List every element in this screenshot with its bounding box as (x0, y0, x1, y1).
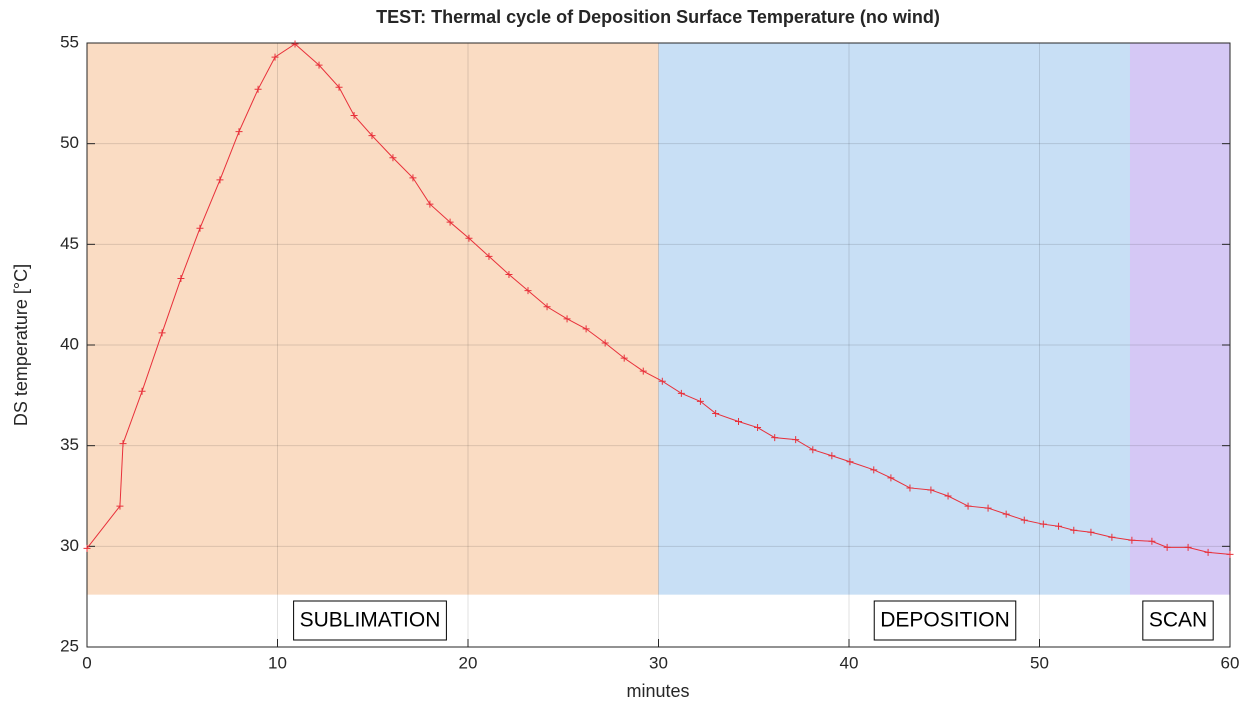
y-tick-label: 25 (60, 636, 79, 655)
point-marker (1148, 537, 1156, 545)
point-marker (446, 218, 454, 226)
point-marker (696, 397, 704, 405)
x-tick-label: 20 (459, 653, 478, 672)
point-marker (177, 275, 185, 283)
point-marker (1070, 526, 1078, 534)
point-marker (601, 339, 609, 347)
point-marker (1204, 548, 1212, 556)
point-marker (271, 53, 279, 61)
point-marker (335, 83, 343, 91)
x-axis-label: minutes (626, 681, 689, 701)
x-tick-label: 10 (268, 653, 287, 672)
point-marker (906, 484, 914, 492)
point-marker (389, 154, 397, 162)
point-marker (485, 252, 493, 260)
point-marker (524, 287, 532, 295)
point-marker (368, 132, 376, 140)
point-marker (138, 387, 146, 395)
point-marker (887, 474, 895, 482)
point-marker (1020, 516, 1028, 524)
point-marker (254, 85, 262, 93)
point-marker (870, 466, 878, 474)
point-marker (828, 452, 836, 460)
x-tick-label: 50 (1030, 653, 1049, 672)
x-tick-label: 40 (840, 653, 859, 672)
point-marker (235, 128, 243, 136)
phase-label: SUBLIMATION (300, 609, 441, 632)
point-marker (639, 367, 647, 375)
y-axis-label: DS temperature [°C] (11, 264, 31, 426)
point-marker (409, 174, 417, 182)
point-marker (1226, 550, 1234, 558)
point-marker (677, 389, 685, 397)
y-tick-label: 45 (60, 234, 79, 253)
x-tick-label: 30 (649, 653, 668, 672)
plot-frame (86, 42, 1231, 648)
x-tick-label: 60 (1221, 653, 1240, 672)
point-marker (927, 486, 935, 494)
point-marker (771, 434, 779, 442)
point-marker (582, 325, 590, 333)
point-marker (658, 377, 666, 385)
point-marker (1002, 510, 1010, 518)
point-marker (792, 436, 800, 444)
point-marker (712, 409, 720, 417)
point-marker (465, 234, 473, 242)
phase-band (658, 43, 1130, 595)
point-marker (83, 544, 91, 552)
point-marker (964, 502, 972, 510)
point-marker (426, 200, 434, 208)
phase-band (87, 43, 659, 595)
point-marker (944, 492, 952, 500)
phase-band (1129, 43, 1230, 595)
point-marker (1184, 543, 1192, 551)
point-marker (735, 418, 743, 426)
chart-title: TEST: Thermal cycle of Deposition Surfac… (376, 7, 940, 27)
point-marker (1108, 533, 1116, 541)
point-marker (543, 303, 551, 311)
point-marker (291, 40, 299, 48)
point-marker (754, 424, 762, 432)
y-tick-label: 40 (60, 334, 79, 353)
point-marker (1128, 536, 1136, 544)
y-tick-label: 30 (60, 536, 79, 555)
point-marker (984, 504, 992, 512)
point-marker (846, 458, 854, 466)
point-marker (350, 111, 358, 119)
phase-label-box (1142, 600, 1214, 641)
point-marker (1055, 522, 1063, 530)
point-marker (116, 502, 124, 510)
y-tick-label: 35 (60, 435, 79, 454)
point-marker (809, 446, 817, 454)
point-marker (216, 176, 224, 184)
phase-label: DEPOSITION (880, 609, 1010, 632)
phase-label: SCAN (1149, 609, 1207, 632)
point-marker (119, 440, 127, 448)
point-marker (620, 354, 628, 362)
y-tick-label: 50 (60, 133, 79, 152)
phase-label-box (293, 600, 447, 641)
y-tick-label: 55 (60, 32, 79, 51)
point-marker (1087, 528, 1095, 536)
point-marker (158, 329, 166, 337)
point-marker (315, 61, 323, 69)
x-tick-label: 0 (82, 653, 91, 672)
phase-label-box (873, 600, 1017, 641)
point-marker (1163, 543, 1171, 551)
point-marker (196, 224, 204, 232)
point-marker (563, 315, 571, 323)
point-marker (1039, 520, 1047, 528)
point-marker (505, 271, 513, 279)
